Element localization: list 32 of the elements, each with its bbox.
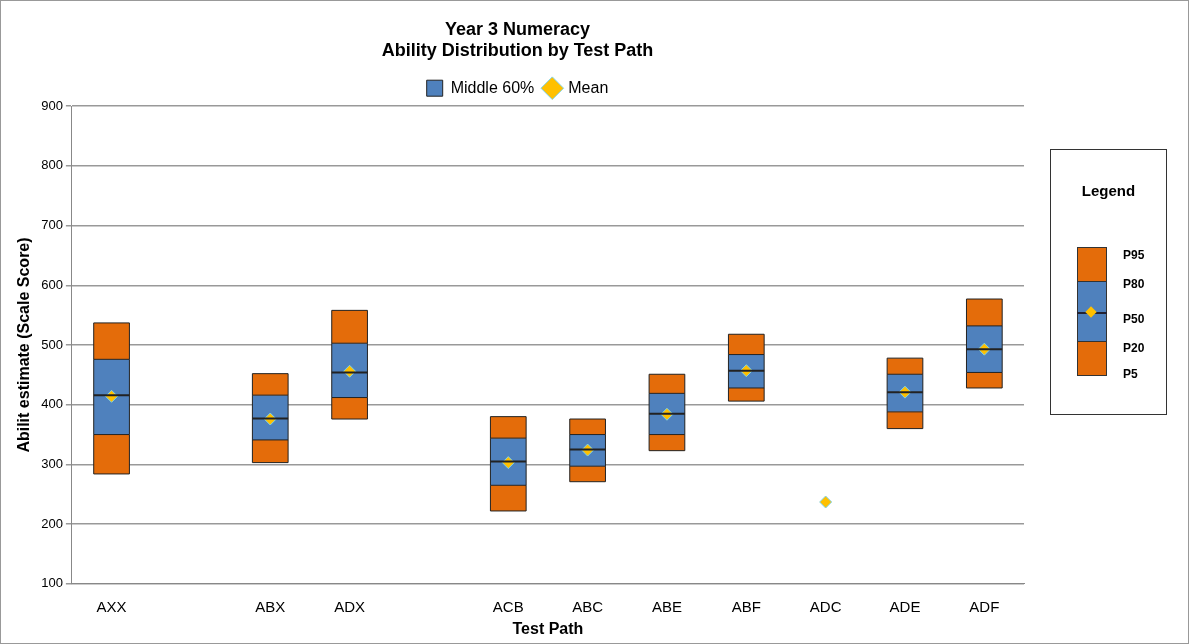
text: P50 xyxy=(1123,312,1145,326)
x-tick-label: ABC xyxy=(572,597,604,615)
x-tick-label: ADC xyxy=(809,597,842,615)
y-tick-label: 100 xyxy=(41,575,63,591)
x-tick-label: ABF xyxy=(731,597,761,615)
x-tick-label: ADE xyxy=(889,597,921,615)
legend-title: Legend xyxy=(1080,182,1137,199)
y-axis-title: Abilit estimate (Scale Score) xyxy=(15,237,33,453)
point xyxy=(819,495,833,509)
x-tick-label: ABE xyxy=(651,597,682,615)
y-tick-label: 400 xyxy=(41,396,63,412)
x-tick-label: ADF xyxy=(969,597,1000,615)
legend-label: Middle 60% xyxy=(450,78,535,96)
y-tick-label: 200 xyxy=(41,515,63,531)
x-tick-label: ACB xyxy=(492,597,524,615)
legend-label: Mean xyxy=(568,78,609,96)
x-tick-label: ABX xyxy=(255,597,286,615)
chart-subtitle: Ability Distribution by Test Path xyxy=(381,40,654,61)
y-tick-label: 600 xyxy=(41,276,63,292)
text: P80 xyxy=(1123,277,1145,291)
x-tick-label: ADX xyxy=(334,597,366,615)
text: P95 xyxy=(1123,248,1145,262)
y-tick-label: 300 xyxy=(41,455,63,471)
y-tick-label: 800 xyxy=(41,157,63,173)
x-tick-label: AXX xyxy=(96,597,127,615)
text: P20 xyxy=(1123,341,1145,355)
x-axis-title: Test Path xyxy=(512,619,584,637)
y-tick-label: 500 xyxy=(41,336,63,352)
y-tick-label: 700 xyxy=(41,217,63,233)
chart-title: Year 3 Numeracy xyxy=(444,18,591,39)
y-tick-label: 900 xyxy=(41,97,63,113)
text: P5 xyxy=(1123,367,1138,381)
